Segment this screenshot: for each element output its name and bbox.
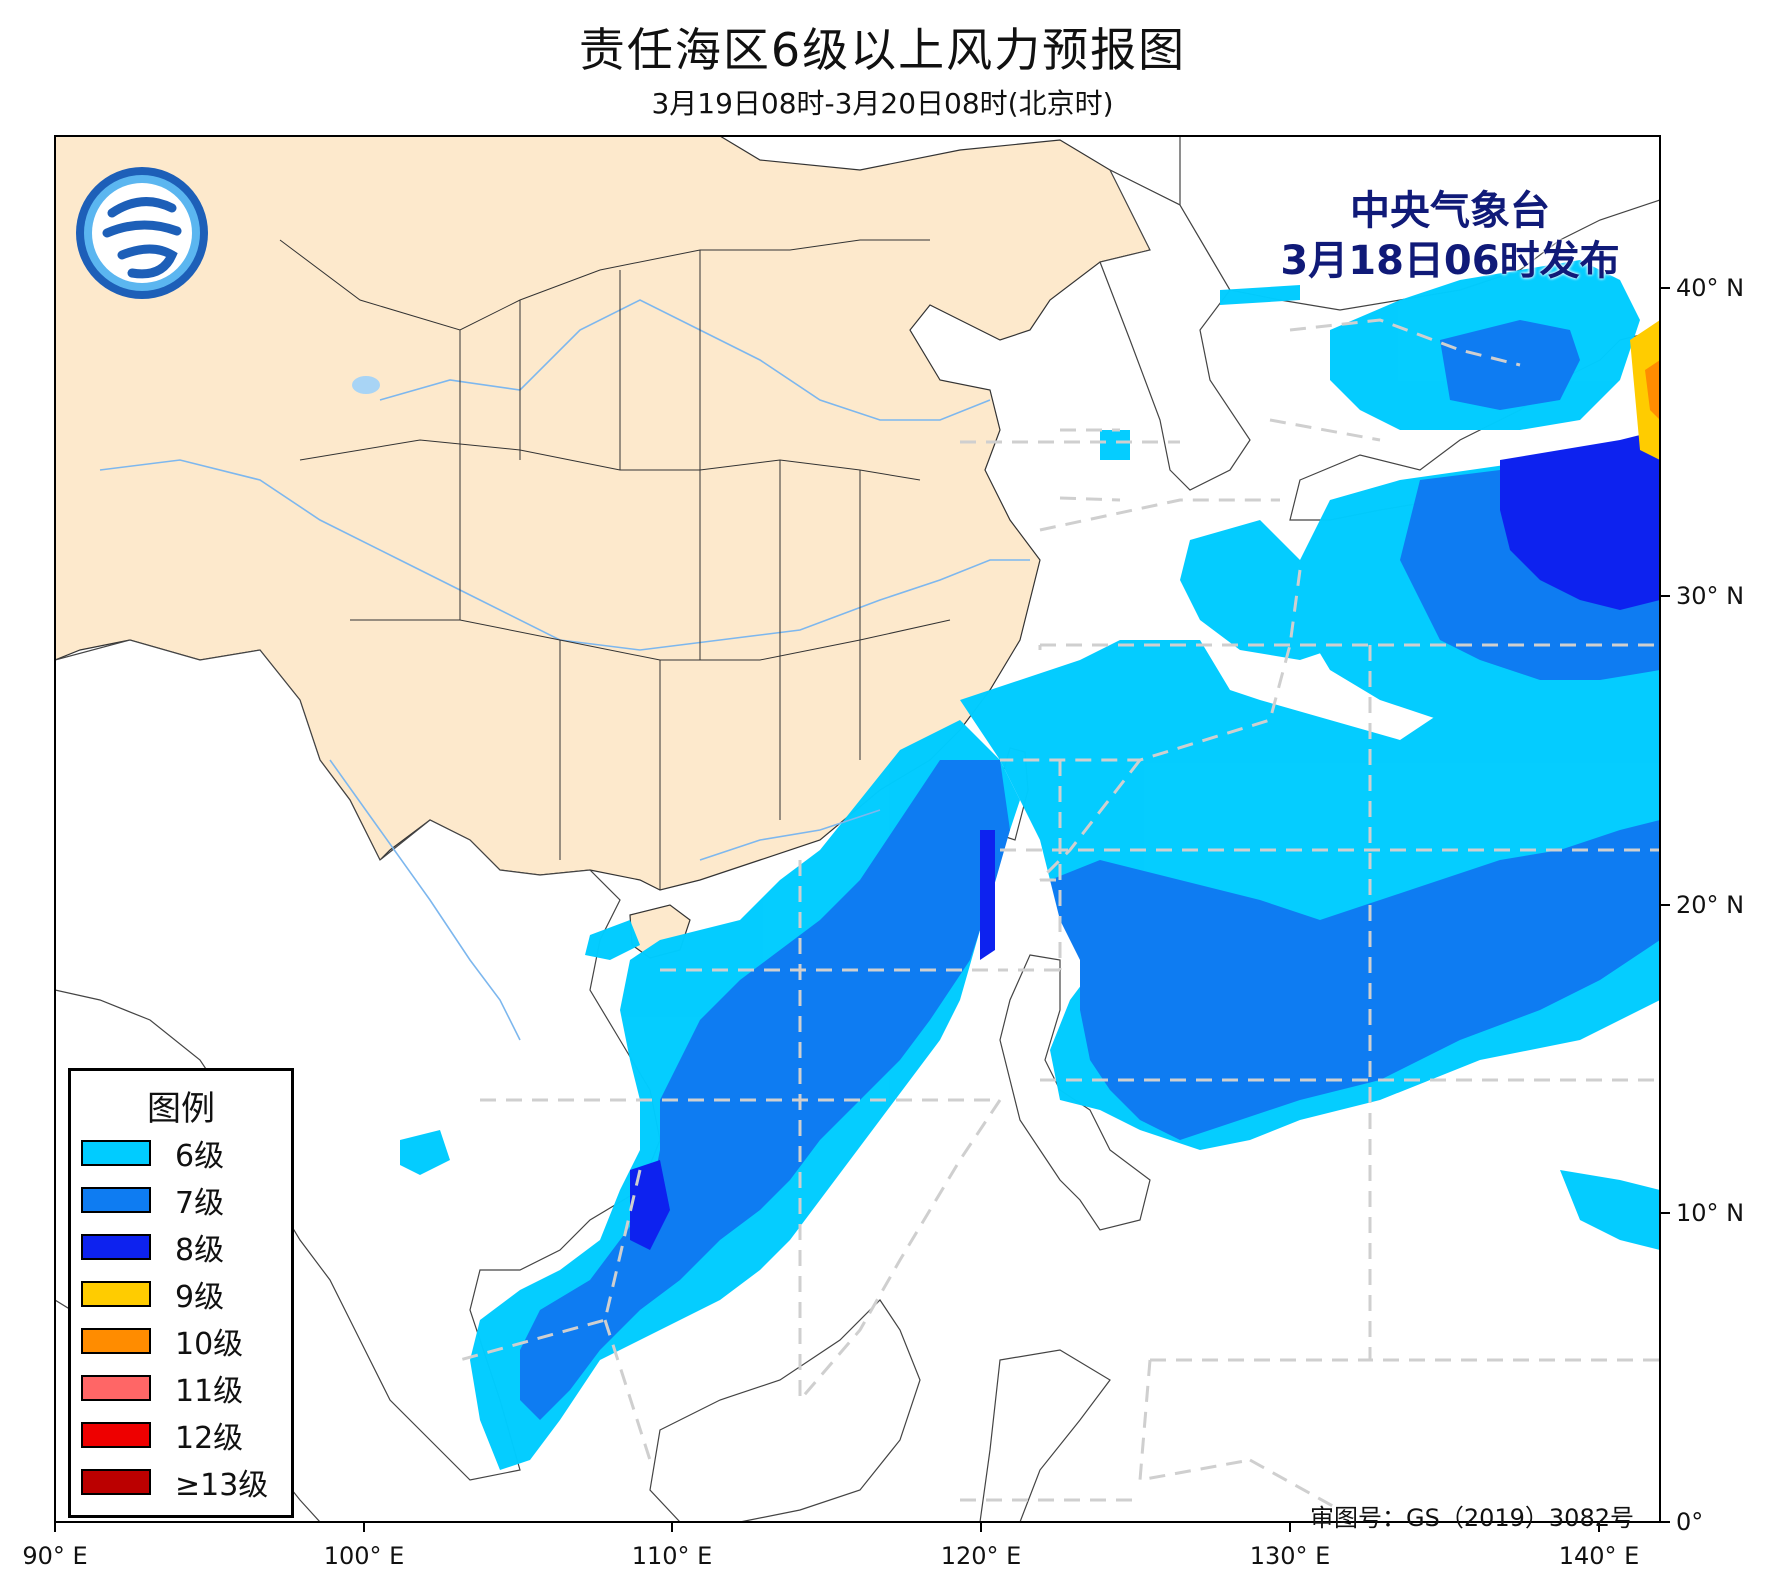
y-tick-label: 30° N <box>1676 582 1744 610</box>
legend-swatch <box>81 1234 151 1260</box>
legend-item: 10级 <box>81 1321 244 1362</box>
legend-label: ≥13级 <box>175 1468 269 1503</box>
legend-label: 8级 <box>175 1233 225 1268</box>
x-tick-label: 110° E <box>632 1542 713 1570</box>
legend-item: 6级 <box>81 1133 225 1174</box>
publish-time: 3月18日06时发布 <box>1280 238 1620 284</box>
cma-logo-icon <box>76 167 208 299</box>
y-tick-label: 40° N <box>1676 274 1744 302</box>
x-tick-label: 140° E <box>1559 1542 1640 1570</box>
legend-item: 12级 <box>81 1415 244 1456</box>
legend-swatch <box>81 1375 151 1401</box>
x-tick-label: 90° E <box>22 1542 87 1570</box>
legend-label: 12级 <box>175 1421 244 1456</box>
wind-level-8-area <box>630 430 1660 1250</box>
map-title: 责任海区6级以上风力预报图 <box>578 23 1187 77</box>
legend-label: 6级 <box>175 1139 225 1174</box>
y-axis-labels: 0° 10° N 20° N 30° N 40° N <box>1676 274 1744 1536</box>
legend-swatch <box>81 1187 151 1213</box>
lake-qinghai <box>352 376 380 394</box>
legend-label: 10级 <box>175 1327 244 1362</box>
land-borneo <box>649 1299 921 1522</box>
legend-item: ≥13级 <box>81 1462 269 1503</box>
x-tick-label: 100° E <box>324 1542 405 1570</box>
wind-level-9-12-area <box>1630 320 1660 460</box>
x-tick-label: 130° E <box>1250 1542 1331 1570</box>
legend-label: 7级 <box>175 1186 225 1221</box>
map-frame <box>54 135 1661 1523</box>
legend-swatch <box>81 1281 151 1307</box>
legend-title: 图例 <box>147 1089 215 1129</box>
legend-swatch <box>81 1328 151 1354</box>
legend: 图例 6级 7级 8级 9级 10级 11级 12级 ≥13级 <box>68 1068 294 1518</box>
x-axis-labels: 90° E 100° E 110° E 120° E 130° E 140° E <box>22 1542 1639 1570</box>
land-sulawesi <box>979 1349 1111 1522</box>
legend-item: 7级 <box>81 1180 225 1221</box>
y-tick-label: 10° N <box>1676 1199 1744 1227</box>
axis-ticks <box>54 287 1670 1532</box>
land-philippines <box>999 954 1151 1231</box>
x-tick-label: 120° E <box>941 1542 1022 1570</box>
legend-swatch <box>81 1140 151 1166</box>
map-approval-number: 审图号：GS（2019）3082号 <box>1310 1504 1634 1532</box>
map-subtitle: 3月19日08时-3月20日08时(北京时) <box>651 87 1114 120</box>
legend-swatch <box>81 1469 151 1495</box>
province-boundaries <box>279 239 951 890</box>
legend-swatch <box>81 1422 151 1448</box>
y-tick-label: 20° N <box>1676 891 1744 919</box>
legend-label: 9级 <box>175 1280 225 1315</box>
legend-item: 11级 <box>81 1368 244 1409</box>
y-tick-label: 0° <box>1676 1508 1703 1536</box>
legend-item: 8级 <box>81 1227 225 1268</box>
legend-label: 11级 <box>175 1374 244 1409</box>
zone-boundaries <box>459 318 1660 1512</box>
legend-item: 9级 <box>81 1274 225 1315</box>
publisher-name: 中央气象台 <box>1350 188 1550 234</box>
